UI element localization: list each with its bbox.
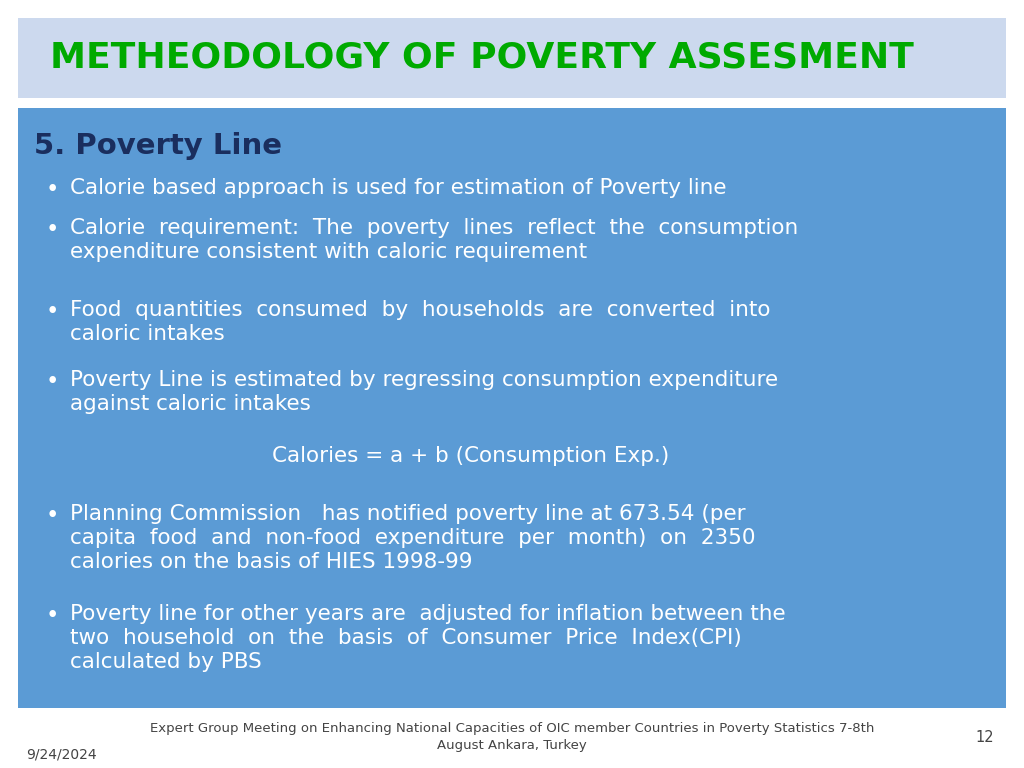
Text: •: • [46, 604, 59, 627]
FancyBboxPatch shape [18, 108, 1006, 708]
Text: Calorie based approach is used for estimation of Poverty line: Calorie based approach is used for estim… [70, 178, 726, 198]
Text: Poverty Line is estimated by regressing consumption expenditure
against caloric : Poverty Line is estimated by regressing … [70, 370, 778, 414]
FancyBboxPatch shape [18, 18, 1006, 98]
Text: Calorie  requirement:  The  poverty  lines  reflect  the  consumption
expenditur: Calorie requirement: The poverty lines r… [70, 218, 799, 262]
Text: METHEODOLOGY OF POVERTY ASSESMENT: METHEODOLOGY OF POVERTY ASSESMENT [50, 41, 913, 75]
Text: Poverty line for other years are  adjusted for inflation between the
two  househ: Poverty line for other years are adjuste… [70, 604, 785, 672]
Text: Planning Commission   has notified poverty line at 673.54 (per
capita  food  and: Planning Commission has notified poverty… [70, 504, 756, 572]
Text: 9/24/2024: 9/24/2024 [26, 748, 96, 762]
Text: Expert Group Meeting on Enhancing National Capacities of OIC member Countries in: Expert Group Meeting on Enhancing Nation… [150, 722, 874, 752]
Text: •: • [46, 218, 59, 241]
Text: •: • [46, 178, 59, 201]
Text: Food  quantities  consumed  by  households  are  converted  into
caloric intakes: Food quantities consumed by households a… [70, 300, 770, 344]
Text: 5. Poverty Line: 5. Poverty Line [34, 132, 282, 160]
Text: Calories = a + b (Consumption Exp.): Calories = a + b (Consumption Exp.) [272, 446, 670, 466]
Text: •: • [46, 504, 59, 527]
Text: •: • [46, 300, 59, 323]
Text: •: • [46, 370, 59, 393]
Text: 12: 12 [976, 730, 994, 745]
